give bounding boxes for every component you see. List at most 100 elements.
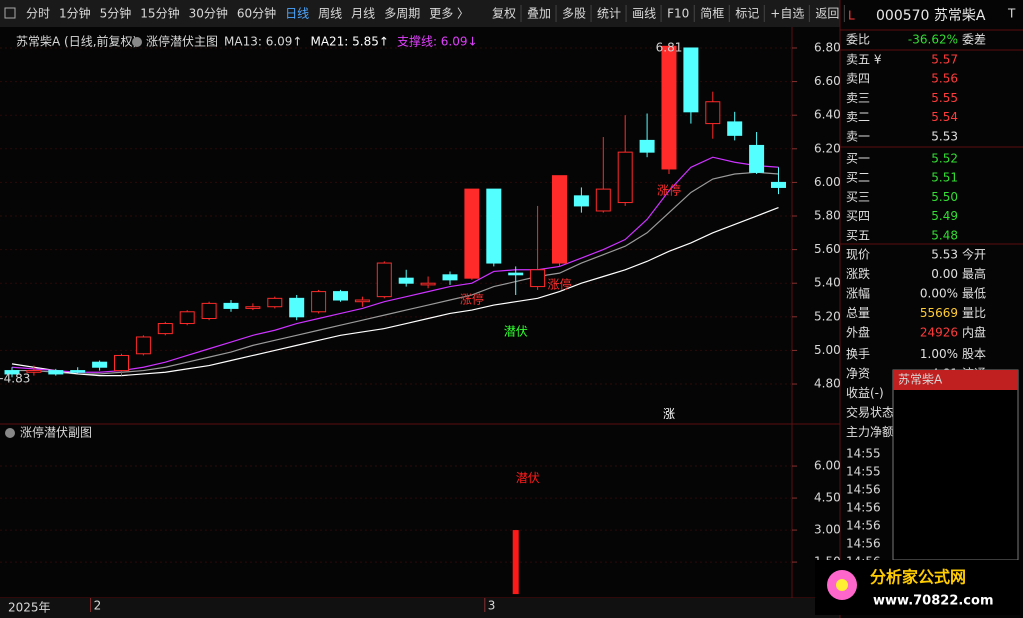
candle-body [508,272,524,276]
quote-cell: 卖五 ¥ [846,53,882,67]
menu-icon[interactable] [4,7,16,19]
candle-body [311,291,327,313]
y-tick-label: 6.00 [814,459,841,473]
period-tab[interactable]: 15分钟 [140,6,179,21]
period-tab[interactable]: 多周期 [384,7,420,21]
quote-cell: 今开 [962,247,986,262]
quote-cell: 股本 [962,347,986,361]
period-tab[interactable]: 周线 [318,7,342,21]
candle-body [573,195,589,207]
period-tab[interactable]: 5分钟 [100,6,132,21]
quote-cell: 收益(-) [846,386,884,400]
quote-cell: 5.53 [931,248,958,262]
candle-body [595,188,611,212]
y-tick-label: 5.00 [814,343,841,357]
quote-cell: 1.00% [920,347,958,361]
quote-cell: 交易状态 [846,405,894,420]
y-tick-label: 6.40 [814,108,841,122]
y-tick-label: 5.80 [814,209,841,223]
quote-cell: 24926 [920,326,958,340]
ma-line [12,171,779,375]
candle-body [48,370,64,375]
quote-cell: 5.49 [931,209,958,223]
legend-item: MA13: 6.09↑ [224,35,302,49]
y-tick-label: 6.80 [814,40,841,54]
quote-cell: 量比 [962,306,986,320]
candle-body [4,370,20,375]
ma-line [11,156,779,373]
quote-cell: 涨跌 [846,266,870,281]
quote-cell: 55669 [920,306,958,320]
toolbar-button[interactable]: 简框 [700,7,724,21]
quote-cell: 内盘 [962,325,986,340]
toolbar-button[interactable]: 画线 [632,7,656,21]
candle-body [530,269,546,288]
y-tick-label: 5.20 [814,309,841,323]
candle-body [661,45,677,170]
tick-time: 14:56 [846,519,881,533]
candle-body [683,47,699,113]
toolbar-button[interactable]: F10 [667,7,689,21]
toolbar-button[interactable]: 多股 [562,7,586,21]
quote-cell: 0.00% [920,287,958,301]
y-tick-label: 6.00 [814,175,841,189]
period-tab[interactable]: 60分钟 [237,6,276,21]
candle-body [771,181,786,188]
quote-cell: 5.53 [931,129,958,143]
quote-cell: 买二 [846,171,870,185]
toolbar-button[interactable]: 返回 [815,7,839,21]
y-tick-label: 5.60 [814,242,841,256]
candle-body [617,151,633,204]
quote-cell: -36.62% [908,33,958,47]
quote-cell: 委差 [962,33,986,47]
popup-title: 苏常柴A [898,373,943,387]
candle-body [398,277,414,284]
y-tick-label: 4.80 [814,377,841,391]
candle-body [289,297,305,318]
period-tab[interactable]: 更多 〉 [429,7,469,21]
watermark-logo [836,579,848,591]
popup [892,369,1019,561]
toolbar-button[interactable]: 叠加 [527,7,551,21]
candle-body [201,302,217,319]
indicator-icon[interactable] [5,428,15,438]
quote-cell: 主力净额 [846,425,894,439]
period-tab[interactable]: 月线 [351,7,375,21]
period-tab[interactable]: 分时 [26,7,50,21]
x-tick-label: 3 [488,599,496,613]
quote-cell: 5.57 [931,53,958,67]
candle-body [749,144,765,173]
quote-cell: 买一 [846,152,870,166]
candle-body [354,299,370,303]
annotation: 涨停 [460,292,484,307]
quote-cell: 5.52 [931,152,958,166]
bar-label: 潜伏 [516,471,540,485]
candle-body [727,121,743,136]
toolbar-button[interactable]: +自选 [770,7,804,21]
toolbar [0,0,840,27]
y-tick-label: 5.40 [814,276,841,290]
candle-body [245,306,261,309]
toolbar-button[interactable]: 复权 [492,7,516,21]
sub-title: 涨停潜伏副图 [20,425,92,440]
indicator-name[interactable]: 涨停潜伏主图 [146,34,218,49]
toolbar-button[interactable]: 标记 [735,7,759,21]
quote-cell: 换手 [846,347,870,361]
candle-body [157,323,173,335]
candle-body [420,282,436,286]
tick-time: 14:56 [846,501,881,515]
y-tick-label: 3.00 [814,523,841,537]
quote-cell: 5.54 [931,110,958,124]
quote-cell: 现价 [846,248,870,262]
tick-time: 14:56 [846,483,881,497]
period-tab[interactable]: 1分钟 [59,6,91,21]
period-tab[interactable]: 日线 [285,7,309,21]
popup-title-bar [893,370,1018,390]
annotation: 涨停 [547,276,571,291]
toolbar-button[interactable]: 统计 [597,7,621,21]
indicator-icon[interactable] [132,37,142,47]
quote-cell: 涨幅 [846,286,870,301]
period-tab[interactable]: 30分钟 [189,6,228,21]
